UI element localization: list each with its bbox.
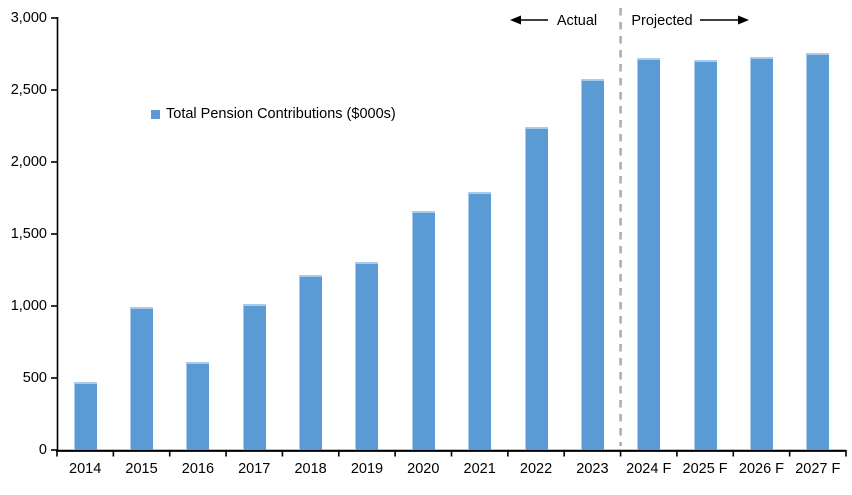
bar-2023 xyxy=(580,79,604,450)
bar-2020 xyxy=(411,210,435,450)
xtick-label-2024-F: 2024 F xyxy=(626,461,672,477)
xtick-label-2027-F: 2027 F xyxy=(795,461,841,477)
bar-2017 xyxy=(242,303,266,450)
bar-2024-F xyxy=(637,58,661,450)
ytick-label-2000: 2,000 xyxy=(10,153,47,170)
xtick-label-2022: 2022 xyxy=(519,461,553,477)
bar-2016 xyxy=(186,362,210,450)
bar-2018 xyxy=(299,275,323,450)
xtick-label-2015: 2015 xyxy=(125,461,158,477)
bar-2025-F xyxy=(693,60,717,450)
bar-2021 xyxy=(468,192,492,450)
ytick-label-1000: 1,000 xyxy=(10,297,47,314)
ytick-label-2500: 2,500 xyxy=(10,81,47,98)
xtick-label-2014: 2014 xyxy=(69,461,102,477)
xtick-label-2026-F: 2026 F xyxy=(738,461,785,477)
legend-marker-icon xyxy=(151,109,160,119)
bar-2019 xyxy=(355,262,379,450)
xtick-label-2016: 2016 xyxy=(181,461,215,477)
actual-arrow-head-icon xyxy=(510,15,521,25)
xtick-label-2023: 2023 xyxy=(576,461,609,477)
legend: Total Pension Contributions ($000s) xyxy=(151,106,396,122)
bar-2022 xyxy=(524,126,548,450)
bar-2015 xyxy=(130,307,154,450)
xtick-label-2019: 2019 xyxy=(350,461,384,477)
xtick-label-2025-F: 2025 F xyxy=(682,461,728,477)
bar-2014 xyxy=(73,381,97,450)
xtick-label-2017: 2017 xyxy=(238,461,271,477)
bar-2026-F xyxy=(749,56,773,450)
actual-region-label: Actual xyxy=(556,13,598,29)
legend-label: Total Pension Contributions ($000s) xyxy=(166,106,396,122)
xtick-label-2018: 2018 xyxy=(294,461,327,477)
xtick-label-2021: 2021 xyxy=(463,461,496,477)
projected-arrow-head-icon xyxy=(738,15,749,25)
xtick-label-2020: 2020 xyxy=(407,461,440,477)
ytick-label-3000: 3,000 xyxy=(10,9,47,26)
ytick-label-0: 0 xyxy=(38,441,47,458)
bar-2027-F xyxy=(806,52,830,450)
projected-region-label: Projected xyxy=(631,13,693,29)
ytick-label-500: 500 xyxy=(22,369,47,386)
ytick-label-1500: 1,500 xyxy=(10,225,47,242)
